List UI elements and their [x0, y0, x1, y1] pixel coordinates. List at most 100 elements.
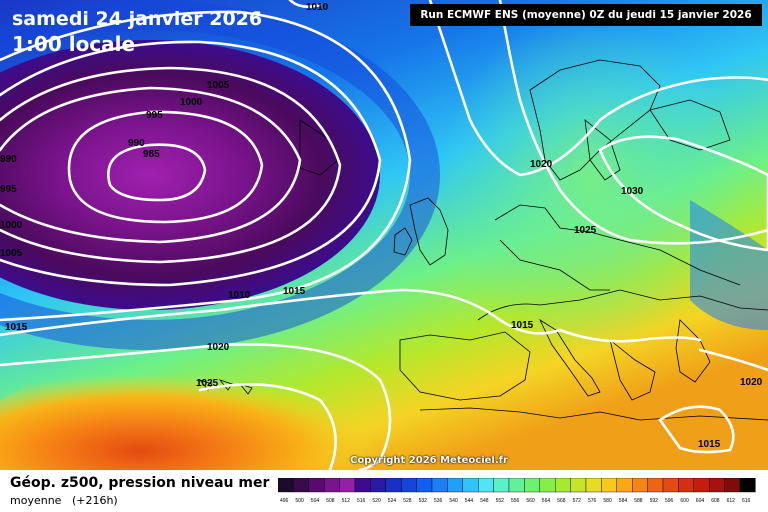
isobar-1010-north	[288, 0, 322, 8]
color-scale-tick: 580	[603, 498, 612, 504]
forecast-date: samedi 24 janvier 2026	[12, 8, 263, 30]
field-title: Géop. z500, pression niveau mer	[10, 475, 270, 491]
color-swatch	[601, 478, 617, 493]
isobars	[0, 0, 768, 470]
map-canvas: 1010 1005 1000 995 990 985 990 995 1000 …	[0, 0, 768, 470]
color-swatch	[416, 478, 433, 493]
color-swatch	[539, 478, 556, 493]
color-scale-tick: 572	[573, 498, 582, 504]
copyright-notice: Copyright 2026 Meteociel.fr	[350, 455, 508, 466]
isobar-1005	[0, 40, 382, 287]
isobar-1025-ridge	[498, 0, 768, 245]
color-scale-tick: 548	[480, 498, 489, 504]
color-scale-swatches	[278, 478, 756, 493]
color-scale-tick: 532	[419, 498, 428, 504]
color-scale-ticks: 496 500 504 508 512 516 520 524 528 532 536 540 544 5…	[280, 498, 751, 504]
color-swatch	[477, 478, 494, 493]
color-scale-tick: 596	[665, 498, 674, 504]
isobar-label: 990	[128, 138, 145, 149]
color-scale-tick: 552	[496, 498, 505, 504]
color-scale-tick: 520	[372, 498, 381, 504]
color-swatch	[493, 478, 510, 493]
color-scale-tick: 556	[511, 498, 520, 504]
forecast-lead-time: (+216h)	[71, 494, 118, 507]
color-scale-tick: 544	[465, 498, 474, 504]
color-scale-tick: 564	[542, 498, 551, 504]
color-swatch	[385, 478, 402, 493]
isobar-1025	[198, 383, 337, 470]
color-scale: 496 500 504 508 512 516 520 524 528 532 536 540 544 5…	[278, 478, 756, 504]
color-scale-tick: 588	[634, 498, 643, 504]
color-swatch	[709, 478, 725, 493]
color-swatch	[278, 478, 294, 493]
isobar-1020-ridge	[428, 0, 768, 177]
color-swatch	[647, 478, 664, 493]
east-trough-field	[690, 200, 768, 330]
color-swatch	[354, 478, 371, 493]
color-swatch	[678, 478, 694, 493]
isobar-label: 1020	[207, 342, 230, 353]
color-scale-tick: 600	[680, 498, 689, 504]
isobar-label: 1015	[511, 320, 534, 331]
color-swatch	[339, 478, 356, 493]
color-scale-tick: 616	[742, 498, 751, 504]
color-scale-tick: 512	[342, 498, 351, 504]
color-scale-tick: 524	[388, 498, 397, 504]
color-swatch	[431, 478, 448, 493]
isobar-label: 1015	[5, 322, 28, 333]
isobar-label: 1020	[530, 159, 553, 170]
isobar-label: 1025	[574, 225, 597, 236]
color-swatch	[400, 478, 417, 493]
color-swatch	[724, 478, 741, 493]
low-outer-band	[0, 0, 440, 350]
isobar-1010	[0, 10, 412, 322]
color-scale-tick: 560	[526, 498, 535, 504]
field-subtitle: moyenne (+216h)	[10, 494, 118, 507]
isobar-label: 1030	[621, 186, 644, 197]
color-scale-tick: 528	[403, 498, 412, 504]
high-pressure-field	[0, 342, 400, 470]
isobar-1020	[0, 343, 392, 470]
color-scale-tick: 536	[434, 498, 443, 504]
isobar-labels: 1010 1005 1000 995 990 985 990 995 1000 …	[0, 2, 763, 450]
forecast-map: 1010 1005 1000 995 990 985 990 995 1000 …	[0, 0, 768, 470]
isobar-985	[107, 143, 207, 202]
color-scale-tick: 584	[619, 498, 628, 504]
color-scale-tick: 504	[311, 498, 320, 504]
isobar-label: 1000	[0, 220, 23, 231]
isobar-label: 1020	[740, 377, 763, 388]
isobar-label: 1015	[698, 439, 721, 450]
color-swatch	[739, 478, 756, 493]
isobar-label: 995	[146, 110, 163, 121]
color-swatch	[585, 478, 602, 493]
low-pressure-field	[0, 40, 380, 310]
color-scale-tick: 612	[727, 498, 736, 504]
legend-bar: Géop. z500, pression niveau mer moyenne …	[0, 470, 768, 512]
color-swatch	[462, 478, 479, 493]
isobar-label: 1000	[180, 97, 203, 108]
color-scale-tick: 576	[588, 498, 597, 504]
color-swatch	[570, 478, 587, 493]
color-scale-tick: 568	[557, 498, 566, 504]
isobar-label: 995	[0, 184, 17, 195]
isobar-label: 1010	[228, 290, 251, 301]
color-swatch	[555, 478, 571, 493]
isobar-1030	[598, 135, 768, 252]
forecast-time: 1:00 locale	[12, 32, 136, 56]
color-swatch	[308, 478, 325, 493]
ridge-field	[440, 10, 740, 350]
isobar-1020-east	[698, 348, 768, 372]
isobar-995	[0, 86, 302, 244]
run-info-banner: Run ECMWF ENS (moyenne) 0Z du jeudi 15 j…	[410, 4, 762, 26]
color-swatch	[324, 478, 340, 493]
color-swatch	[293, 478, 309, 493]
color-scale-tick: 608	[711, 498, 720, 504]
color-scale-tick: 516	[357, 498, 366, 504]
isobar-990	[67, 110, 264, 224]
color-scale-tick: 496	[280, 498, 289, 504]
color-scale-tick: 604	[696, 498, 705, 504]
color-swatch	[662, 478, 679, 493]
isobar-1015	[0, 288, 562, 337]
color-scale-tick: 500	[295, 498, 304, 504]
isobar-1015-med	[558, 328, 702, 343]
